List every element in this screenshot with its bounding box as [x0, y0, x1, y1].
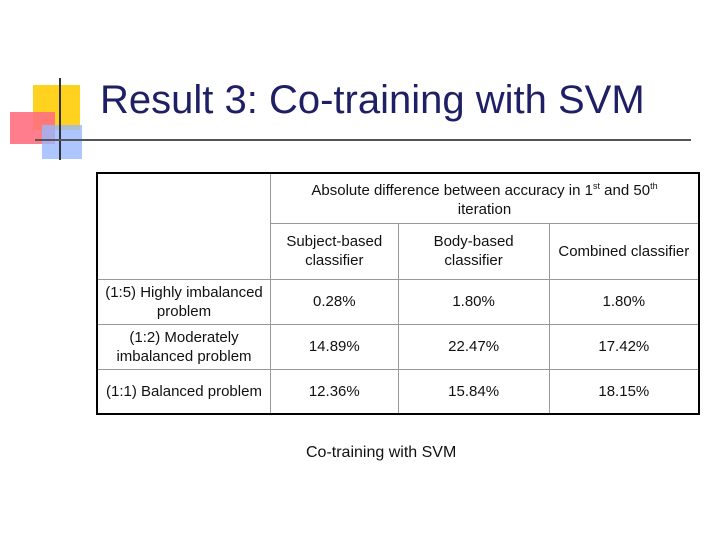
row-header: (1:1) Balanced problem — [96, 368, 271, 415]
corner-cell — [96, 172, 271, 280]
column-header: Body-based classifier — [397, 222, 550, 280]
row-header: (1:5) Highly imbalanced problem — [96, 278, 271, 325]
cell: 12.36% — [269, 368, 399, 415]
deco-hline — [35, 139, 691, 141]
header-text: iteration — [457, 201, 512, 219]
cell: 1.80% — [548, 278, 700, 325]
header-sup: st — [592, 181, 600, 192]
header-cell: Absolute difference between accuracy in … — [269, 172, 700, 224]
cell: 22.47% — [397, 323, 550, 370]
column-header: Subject-based classifier — [269, 222, 399, 280]
deco-vline — [59, 78, 61, 160]
slide-title: Result 3: Co-training with SVM — [100, 78, 645, 122]
cell: 15.84% — [397, 368, 550, 415]
row-header: (1:2) Moderately imbalanced problem — [96, 323, 271, 370]
caption: Co-training with SVM — [306, 444, 457, 461]
cell: 17.42% — [548, 323, 700, 370]
header-sup: th — [650, 181, 658, 192]
deco-blue — [42, 125, 82, 159]
cell: 18.15% — [548, 368, 700, 415]
header-text: Absolute difference between accuracy in … — [311, 182, 593, 200]
cell: 0.28% — [269, 278, 399, 325]
cell: 1.80% — [397, 278, 550, 325]
header-text: and 50 — [604, 182, 651, 200]
results-table: Absolute difference between accuracy in … — [96, 172, 700, 415]
cell: 14.89% — [269, 323, 399, 370]
column-header: Combined classifier — [548, 222, 700, 280]
